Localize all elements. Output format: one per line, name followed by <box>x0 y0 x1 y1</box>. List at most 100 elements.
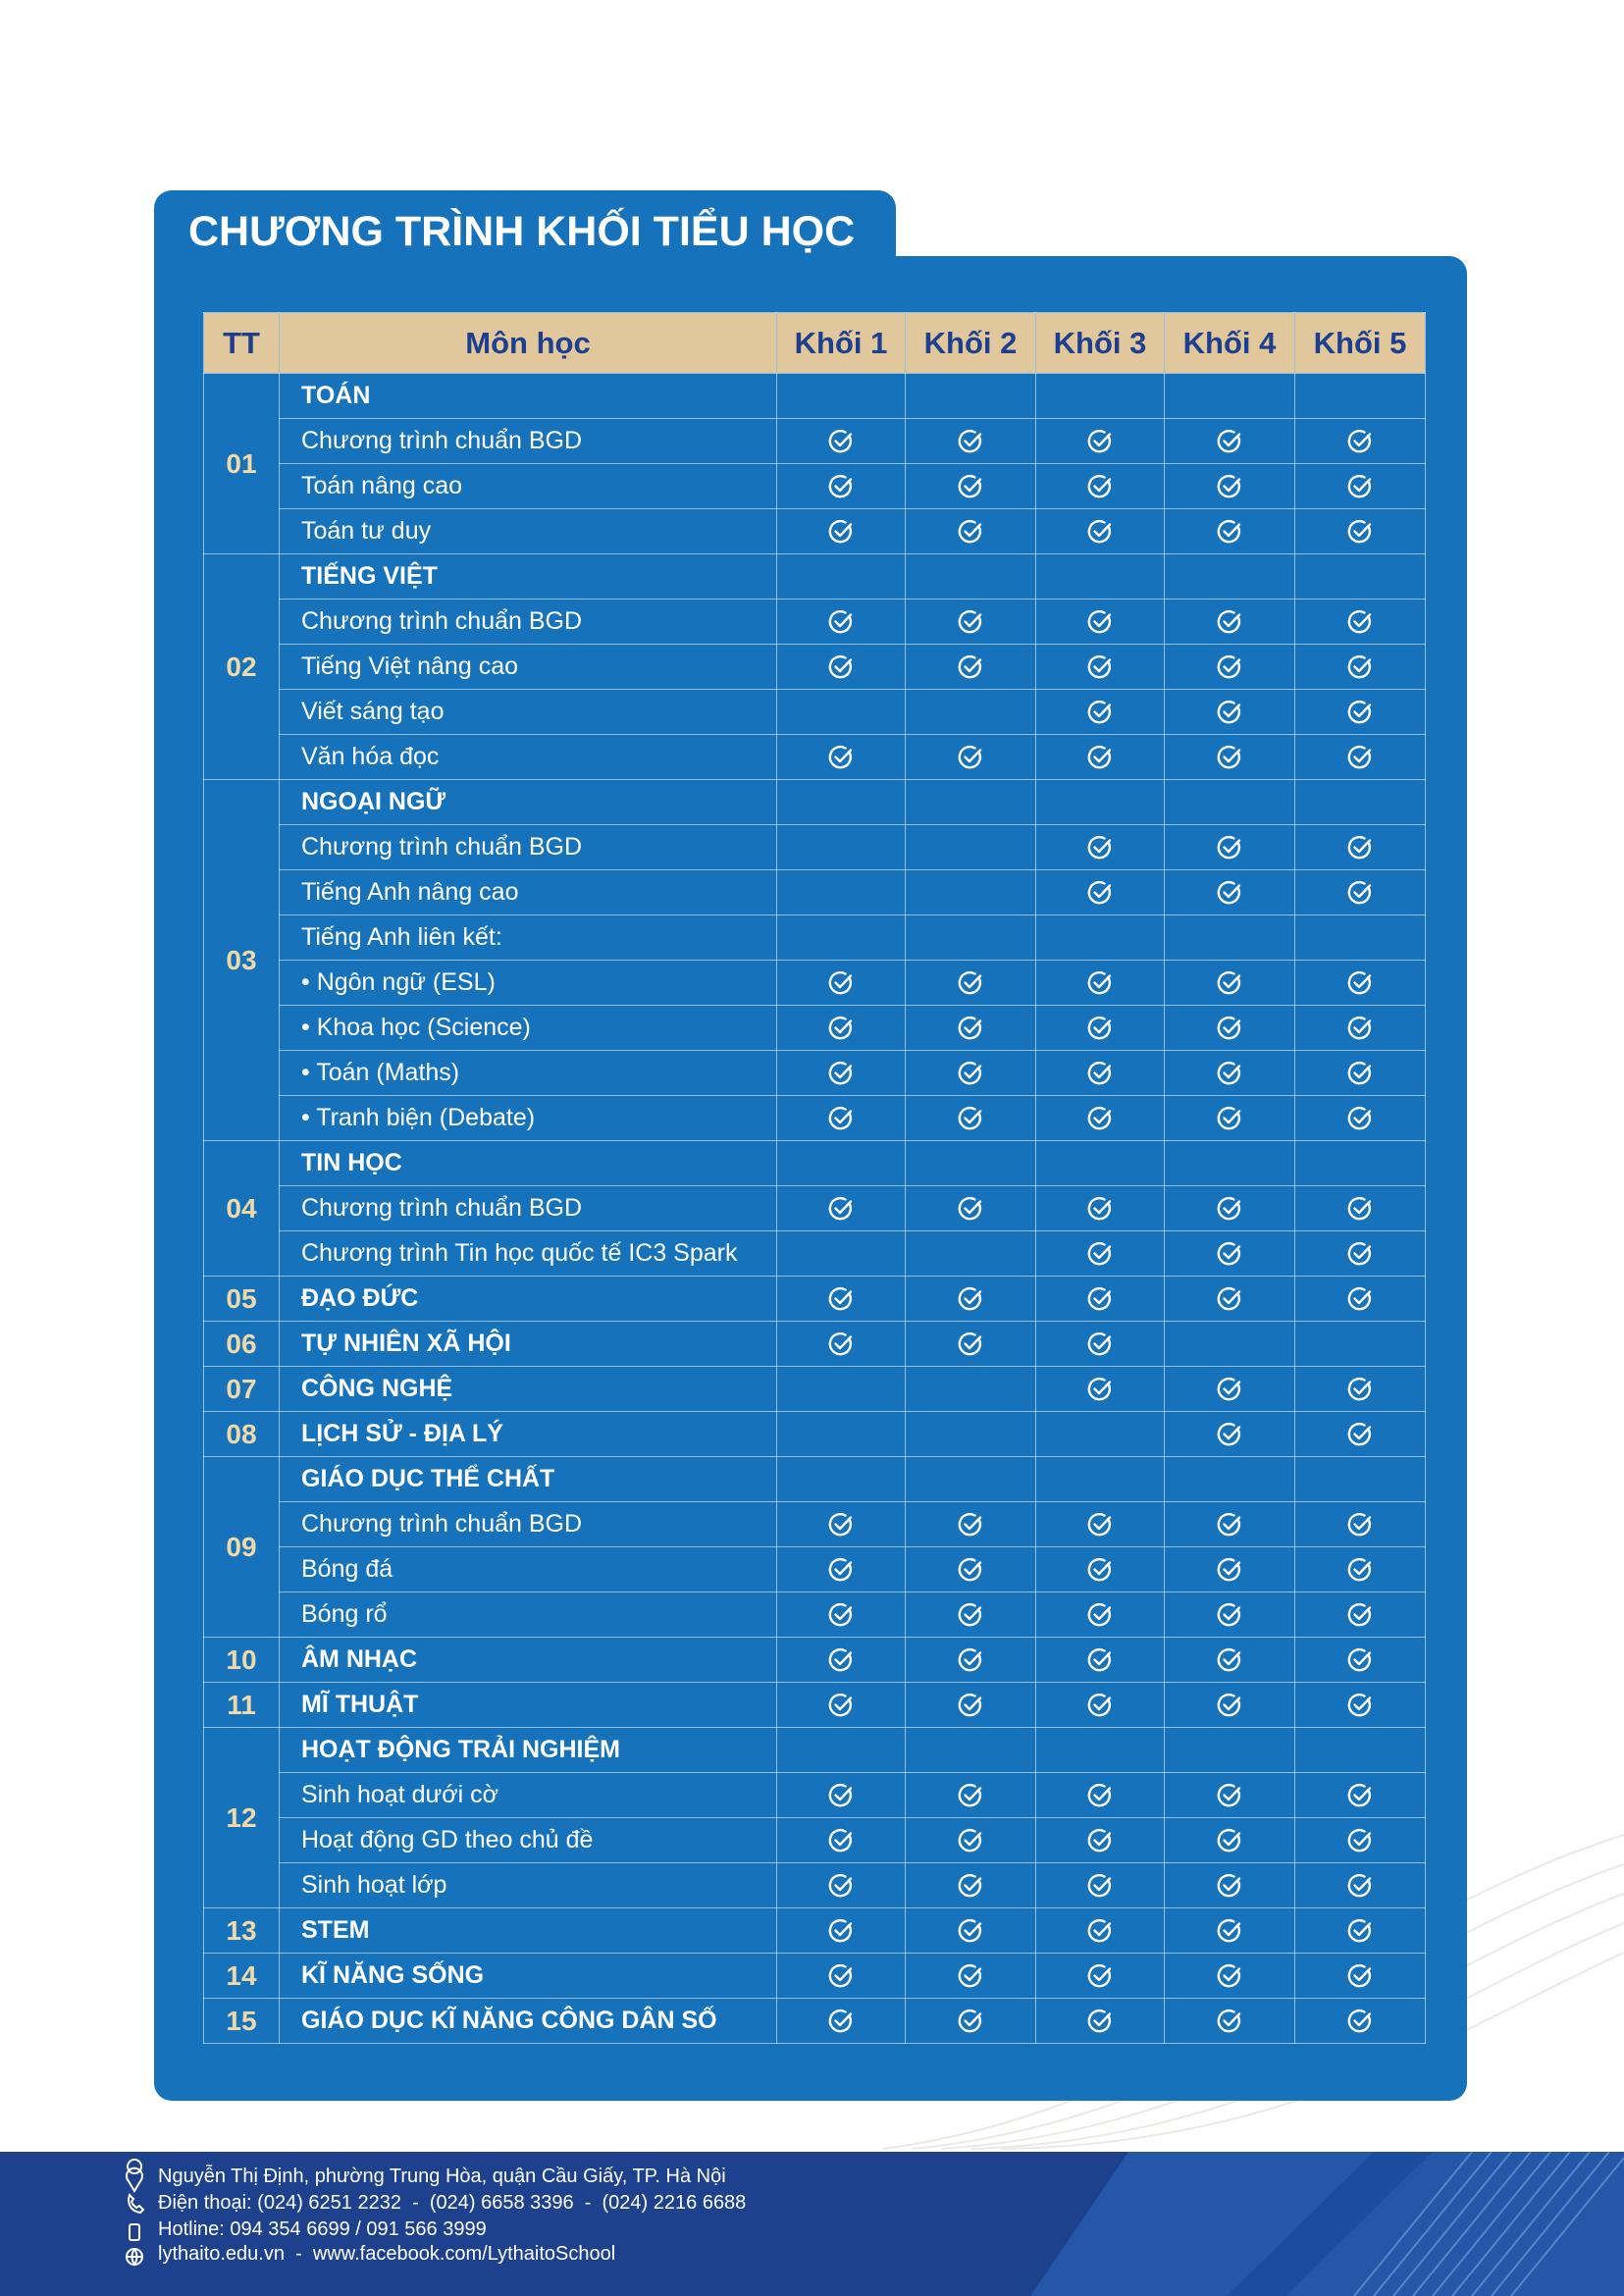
grade-cell <box>1035 689 1165 735</box>
subject: CÔNG NGHỆ <box>279 1366 777 1412</box>
grade-cell <box>1035 463 1165 509</box>
check-icon <box>1217 429 1241 452</box>
check-icon <box>1217 1963 1241 1987</box>
check-icon <box>1347 654 1372 678</box>
check-icon <box>958 1873 982 1897</box>
grade-cell <box>776 373 906 419</box>
check-icon <box>1087 1512 1112 1536</box>
footer: Nguyễn Thị Định, phường Trung Hòa, quận … <box>0 2152 1624 2296</box>
check-icon <box>1087 1963 1112 1987</box>
grade-cell <box>1294 1592 1426 1638</box>
grade-cell <box>1035 1817 1165 1863</box>
grade-cell <box>1294 1050 1426 1096</box>
row-number: 03 <box>203 779 280 1141</box>
grade-cell <box>1035 373 1165 419</box>
check-icon <box>958 519 982 543</box>
subject: TOÁN <box>279 373 777 419</box>
subject: Chương trình chuẩn BGD <box>279 599 777 645</box>
check-icon <box>1347 1286 1372 1310</box>
check-icon <box>958 1918 982 1942</box>
grade-cell <box>1035 1862 1165 1908</box>
grade-cell <box>1035 1276 1165 1322</box>
grade-cell <box>1164 734 1295 780</box>
check-icon <box>1087 1783 1112 1806</box>
header-cell: Môn học <box>279 312 777 374</box>
grade-cell <box>905 1276 1036 1322</box>
subject: Toán tư duy <box>279 508 777 554</box>
check-icon <box>828 474 853 497</box>
grade-cell <box>1035 418 1165 464</box>
check-icon <box>1347 1512 1372 1536</box>
table-row: 01 TOÁN <box>203 373 1426 554</box>
check-icon <box>1347 1693 1372 1716</box>
check-icon <box>1347 1557 1372 1581</box>
grade-cell <box>1035 1637 1165 1683</box>
grade-cell <box>905 1727 1036 1773</box>
grade-cell <box>905 1321 1036 1367</box>
grade-cell <box>1164 644 1295 690</box>
check-icon <box>1347 880 1372 904</box>
grade-cell <box>776 1907 906 1954</box>
check-icon <box>1087 609 1112 633</box>
check-icon <box>828 1557 853 1581</box>
grade-cell <box>905 463 1036 509</box>
check-icon <box>828 1061 853 1084</box>
row-number: 06 <box>203 1321 280 1367</box>
table-row: Chương trình chuẩn BGD <box>204 1501 1426 1547</box>
grade-cell <box>1164 418 1295 464</box>
subject: GIÁO DỤC KĨ NĂNG CÔNG DÂN SỐ <box>279 1998 777 2044</box>
check-icon <box>958 745 982 768</box>
check-icon <box>1087 1873 1112 1897</box>
check-icon <box>1087 1557 1112 1581</box>
grade-cell <box>905 508 1036 554</box>
grade-cell <box>776 1637 906 1683</box>
check-icon <box>1217 1061 1241 1084</box>
check-icon <box>828 1693 853 1716</box>
table-row: Chương trình chuẩn BGD <box>204 599 1426 645</box>
grade-cell <box>1035 734 1165 780</box>
grade-cell <box>1164 1727 1295 1773</box>
check-icon <box>1347 1963 1372 1987</box>
check-icon <box>1087 700 1112 723</box>
subject: TỰ NHIÊN XÃ HỘI <box>279 1321 777 1367</box>
grade-cell <box>905 1501 1036 1547</box>
check-icon <box>1347 700 1372 723</box>
check-icon <box>958 429 982 452</box>
grade-cell <box>1164 463 1295 509</box>
grade-cell <box>1164 1411 1295 1457</box>
subject: Sinh hoạt dưới cờ <box>279 1772 777 1818</box>
grade-cell <box>905 960 1036 1006</box>
header-cell: Khối 1 <box>776 312 906 374</box>
table-row: 09 GIÁO DỤC THỂ CHẤT <box>203 1456 1426 1638</box>
grade-cell <box>1035 1411 1165 1457</box>
table-row: 13 STEM <box>203 1907 1426 1954</box>
grade-cell <box>1035 508 1165 554</box>
grade-cell <box>1164 1772 1295 1818</box>
grade-cell <box>905 1592 1036 1638</box>
grade-cell <box>776 824 906 870</box>
grade-cell <box>1035 1998 1165 2044</box>
check-icon <box>828 1963 853 1987</box>
grade-cell <box>1294 824 1426 870</box>
row-number: 13 <box>203 1907 280 1954</box>
table-row: 07 CÔNG NGHỆ <box>203 1366 1426 1412</box>
check-icon <box>828 2009 853 2032</box>
grade-cell <box>1294 463 1426 509</box>
table-row: 12 HOẠT ĐỘNG TRẢI NGHIỆM <box>203 1727 1426 1908</box>
subject: Viết sáng tạo <box>279 689 777 735</box>
check-icon <box>828 970 853 994</box>
header-row: TT Môn học Khối 1 Khối 2 Khối 3 Khối 4 Khối 5 <box>203 312 1426 374</box>
check-icon <box>958 1693 982 1716</box>
table-row: Tiếng Anh liên kết: <box>204 914 1426 961</box>
table-row: 10 ÂM NHẠC <box>203 1637 1426 1683</box>
grade-cell <box>1035 960 1165 1006</box>
check-icon <box>1087 1693 1112 1716</box>
table-row: Hoạt động GD theo chủ đề <box>204 1817 1426 1863</box>
check-icon <box>1347 1377 1372 1400</box>
grade-cell <box>776 463 906 509</box>
grade-cell <box>776 1501 906 1547</box>
grade-cell <box>1035 1456 1165 1502</box>
table-row: • Tranh biện (Debate) <box>204 1095 1426 1141</box>
grade-cell <box>776 1366 906 1412</box>
check-icon <box>1217 1286 1241 1310</box>
